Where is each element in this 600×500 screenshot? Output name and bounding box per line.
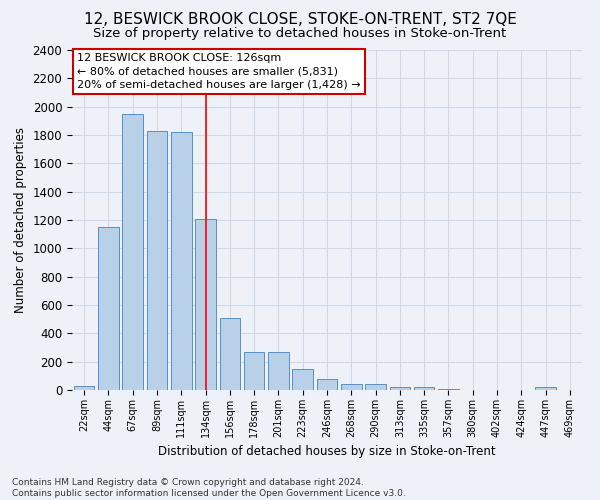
Bar <box>317 378 337 390</box>
Bar <box>146 130 167 390</box>
Bar <box>438 388 459 390</box>
Bar <box>220 318 240 390</box>
Bar <box>268 352 289 390</box>
Bar <box>244 352 265 390</box>
Bar <box>292 369 313 390</box>
Bar <box>171 132 191 390</box>
Bar <box>195 218 216 390</box>
Bar <box>414 387 434 390</box>
Bar <box>122 114 143 390</box>
X-axis label: Distribution of detached houses by size in Stoke-on-Trent: Distribution of detached houses by size … <box>158 446 496 458</box>
Bar <box>365 384 386 390</box>
Bar <box>389 387 410 390</box>
Text: Contains HM Land Registry data © Crown copyright and database right 2024.
Contai: Contains HM Land Registry data © Crown c… <box>12 478 406 498</box>
Text: 12 BESWICK BROOK CLOSE: 126sqm
← 80% of detached houses are smaller (5,831)
20% : 12 BESWICK BROOK CLOSE: 126sqm ← 80% of … <box>77 54 361 90</box>
Bar <box>341 384 362 390</box>
Bar <box>535 387 556 390</box>
Text: 12, BESWICK BROOK CLOSE, STOKE-ON-TRENT, ST2 7QE: 12, BESWICK BROOK CLOSE, STOKE-ON-TRENT,… <box>83 12 517 28</box>
Bar <box>98 227 119 390</box>
Text: Size of property relative to detached houses in Stoke-on-Trent: Size of property relative to detached ho… <box>94 28 506 40</box>
Y-axis label: Number of detached properties: Number of detached properties <box>14 127 27 313</box>
Bar <box>74 386 94 390</box>
